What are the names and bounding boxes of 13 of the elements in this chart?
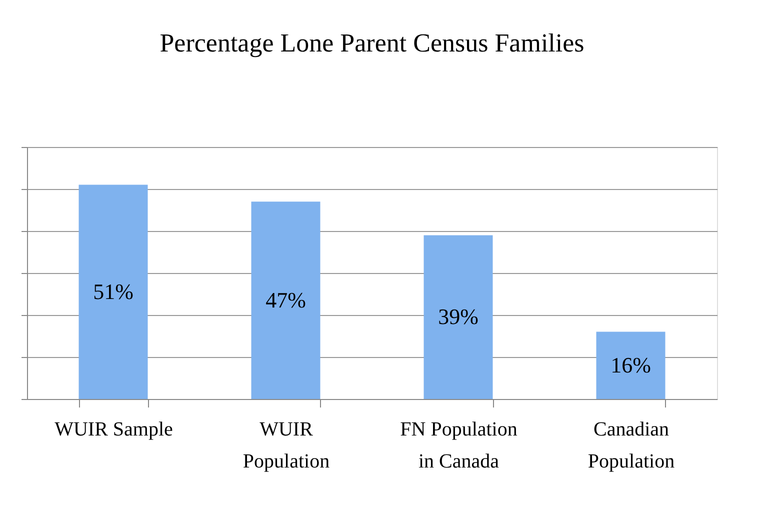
x-tick-label: FN Population in Canada <box>400 418 518 472</box>
data-label: 16% <box>610 352 651 378</box>
bar <box>424 235 493 399</box>
data-label: 39% <box>438 304 478 330</box>
bar <box>251 202 320 399</box>
x-tick-label: Canadian Population <box>588 418 675 472</box>
x-tick-label: WUIR Population <box>242 418 330 472</box>
data-label: 51% <box>93 278 134 304</box>
chart-title: Percentage Lone Parent Census Families <box>160 28 584 58</box>
bar <box>596 332 666 399</box>
bar <box>78 184 148 399</box>
x-tick-label: WUIR Sample <box>54 418 174 440</box>
data-label: 47% <box>266 287 306 312</box>
